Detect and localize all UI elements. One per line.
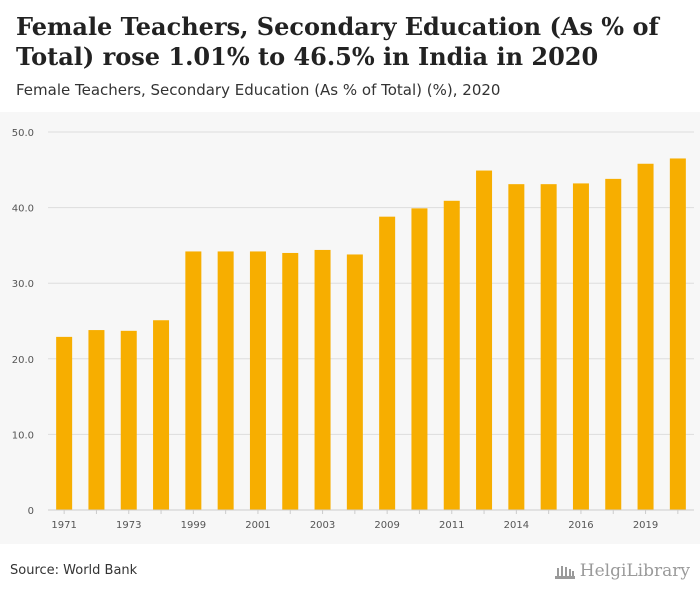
x-tick-label: 2009 [374,520,399,531]
y-tick-label: 0 [28,506,34,517]
bar-1971 [56,336,73,510]
x-tick-label: 1971 [51,520,76,531]
x-tick-label: 2014 [504,520,529,531]
x-tick-label: 1999 [181,520,206,531]
y-tick-label: 30.0 [12,279,34,290]
bar-2017 [605,178,622,510]
bar-2019 [637,163,654,510]
bar-2001 [249,251,266,510]
bar-2003 [314,249,331,510]
x-tick-label: 2019 [633,520,658,531]
bar-2009 [379,216,396,510]
bar-chart: 0 10.0 20.0 30.0 40.0 50.0 1971 1973 1999 2001 200… [12,128,694,531]
bar-2015 [540,184,557,510]
logo-text: HelgiLibrary [579,561,690,581]
bar-2004 [346,254,363,510]
y-tick-label: 50.0 [12,128,34,139]
source-note: Source: World Bank [10,563,138,578]
bar-2011 [443,200,460,510]
bar-2014 [508,184,525,510]
bar-1974 [153,320,170,510]
chart-title: Female Teachers, Secondary Education (As… [16,12,659,71]
library-building-icon [554,566,575,579]
bar-2016 [572,183,589,510]
chart-area: 0 10.0 20.0 30.0 40.0 50.0 1971 1973 1999 2001 200… [0,112,700,544]
x-tick-label: 2011 [439,520,464,531]
x-tick-label: 1973 [116,520,141,531]
chart-subtitle: Female Teachers, Secondary Education (As… [16,81,501,99]
helgilibrary-logo: HelgiLibrary [554,561,690,581]
bar-2020 [669,158,686,510]
x-tick-label: 2016 [568,520,593,531]
y-tick-label: 20.0 [12,355,34,366]
y-tick-label: 40.0 [12,204,34,215]
y-tick-label: 10.0 [12,430,34,441]
bar-2010 [411,208,428,510]
bar-1999 [185,251,202,510]
bar-2002 [282,252,299,510]
bar-1973 [120,330,137,510]
x-tick-label: 2003 [310,520,335,531]
bar-2013 [476,170,493,510]
bar-1972 [88,330,105,510]
x-tick-label: 2001 [245,520,270,531]
bar-2000 [217,251,234,510]
